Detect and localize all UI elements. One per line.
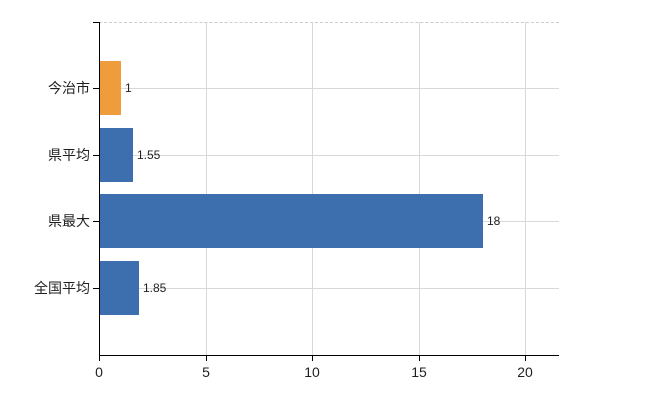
bar-value-label: 1.55 bbox=[137, 148, 161, 162]
category-label: 県平均 bbox=[48, 147, 90, 163]
bar-value-label: 1.85 bbox=[143, 281, 167, 295]
x-tick-label: 20 bbox=[517, 364, 533, 380]
category-label: 全国平均 bbox=[34, 280, 90, 296]
vertical-gridline bbox=[205, 22, 207, 355]
horizontal-gridline bbox=[99, 88, 559, 89]
x-axis-tick bbox=[206, 355, 207, 361]
y-axis-line bbox=[99, 22, 100, 355]
y-axis-tick bbox=[93, 155, 99, 156]
bar-1 bbox=[100, 128, 133, 182]
y-axis-tick bbox=[93, 22, 99, 23]
x-axis-tick bbox=[419, 355, 420, 361]
vertical-gridline bbox=[525, 22, 526, 355]
category-label: 今治市 bbox=[48, 80, 90, 96]
bar-3 bbox=[100, 261, 139, 315]
x-tick-label: 10 bbox=[304, 364, 320, 380]
horizontal-gridline bbox=[99, 288, 559, 289]
vertical-gridline bbox=[418, 22, 420, 355]
y-axis-tick bbox=[93, 221, 99, 222]
category-label: 県最大 bbox=[48, 213, 90, 229]
y-axis-tick bbox=[93, 88, 99, 89]
horizontal-gridline bbox=[99, 155, 559, 156]
vertical-gridline bbox=[312, 22, 313, 355]
x-axis-line bbox=[99, 355, 559, 356]
bar-2 bbox=[100, 194, 483, 248]
plot-top-border bbox=[99, 22, 559, 23]
x-axis-tick bbox=[99, 355, 100, 361]
bar-0 bbox=[100, 61, 121, 115]
bar-value-label: 1 bbox=[125, 81, 132, 95]
y-axis-tick bbox=[93, 288, 99, 289]
x-axis-tick bbox=[525, 355, 526, 361]
x-tick-label: 15 bbox=[411, 364, 427, 380]
x-tick-label: 0 bbox=[95, 364, 103, 380]
x-axis-tick bbox=[312, 355, 313, 361]
x-tick-label: 5 bbox=[202, 364, 210, 380]
bar-value-label: 18 bbox=[487, 214, 501, 228]
